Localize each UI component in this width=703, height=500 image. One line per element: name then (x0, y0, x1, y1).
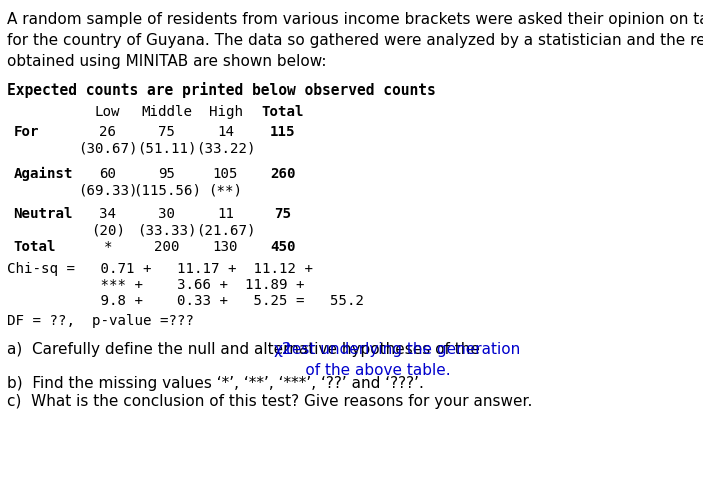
Text: Middle: Middle (141, 105, 193, 119)
Text: 11: 11 (217, 207, 234, 221)
Text: For: For (13, 125, 39, 139)
Text: a)  Carefully define the null and alternative hypotheses of the: a) Carefully define the null and alterna… (7, 342, 484, 357)
Text: DF = ??,  p-value =???: DF = ??, p-value =??? (7, 314, 194, 328)
Text: 34: 34 (99, 207, 116, 221)
Text: χ2: χ2 (273, 342, 292, 357)
Text: 260: 260 (270, 167, 295, 181)
Text: 75: 75 (274, 207, 291, 221)
Text: 75: 75 (158, 125, 176, 139)
Text: 26: 26 (99, 125, 116, 139)
Text: *: * (103, 240, 112, 254)
Text: (115.56): (115.56) (133, 184, 201, 198)
Text: Against: Against (13, 167, 73, 181)
Text: Expected counts are printed below observed counts: Expected counts are printed below observ… (7, 82, 435, 98)
Text: (**): (**) (209, 184, 243, 198)
Text: 14: 14 (217, 125, 234, 139)
Text: Neutral: Neutral (13, 207, 73, 221)
Text: 30: 30 (158, 207, 176, 221)
Text: 9.8 +    0.33 +   5.25 =   55.2: 9.8 + 0.33 + 5.25 = 55.2 (7, 294, 363, 308)
Text: A random sample of residents from various income brackets were asked their opini: A random sample of residents from variou… (7, 12, 703, 69)
Text: 115: 115 (270, 125, 295, 139)
Text: 60: 60 (99, 167, 116, 181)
Text: Chi-sq =   0.71 +   11.17 +  11.12 +: Chi-sq = 0.71 + 11.17 + 11.12 + (7, 262, 313, 276)
Text: (20): (20) (91, 224, 124, 238)
Text: (33.22): (33.22) (196, 142, 255, 156)
Text: High: High (209, 105, 243, 119)
Text: b)  Find the missing values ‘*’, ‘**’, ‘***’, ‘??’ and ‘???’.: b) Find the missing values ‘*’, ‘**’, ‘*… (7, 376, 424, 391)
Text: Total: Total (262, 105, 304, 119)
Text: *** +    3.66 +  11.89 +: *** + 3.66 + 11.89 + (7, 278, 304, 292)
Text: 105: 105 (213, 167, 238, 181)
Text: Total: Total (13, 240, 56, 254)
Text: 450: 450 (270, 240, 295, 254)
Text: (21.67): (21.67) (196, 224, 255, 238)
Text: (51.11): (51.11) (137, 142, 197, 156)
Text: test underlying the generation
     of the above table.: test underlying the generation of the ab… (281, 342, 521, 378)
Text: 95: 95 (158, 167, 176, 181)
Text: (33.33): (33.33) (137, 224, 197, 238)
Text: Low: Low (95, 105, 120, 119)
Text: (30.67): (30.67) (78, 142, 138, 156)
Text: 200: 200 (154, 240, 180, 254)
Text: 130: 130 (213, 240, 238, 254)
Text: c)  What is the conclusion of this test? Give reasons for your answer.: c) What is the conclusion of this test? … (7, 394, 532, 409)
Text: (69.33): (69.33) (78, 184, 138, 198)
